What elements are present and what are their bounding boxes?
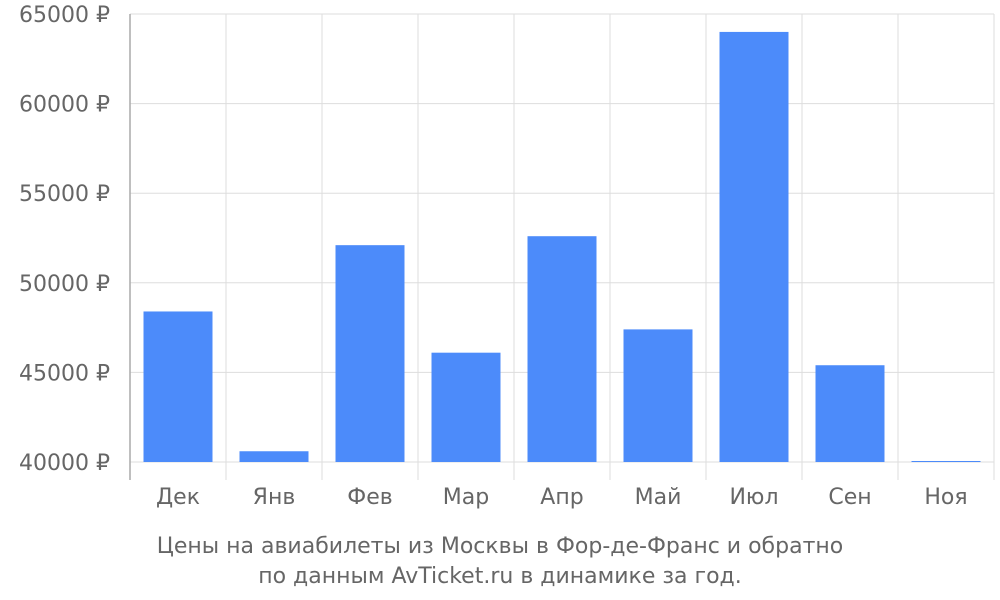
bar-Дек: [143, 311, 213, 462]
y-axis-tick-labels: 40000 ₽ 45000 ₽ 50000 ₽ 55000 ₽ 60000 ₽ 65000…: [19, 3, 110, 476]
chart-caption-line-2: по данным AvTicket.ru в динамике за год.: [258, 564, 742, 589]
x-tick-label: Апр: [540, 485, 583, 510]
bars: [143, 31, 981, 462]
x-tick-label: Май: [635, 485, 682, 510]
x-tick-label: Янв: [253, 485, 296, 510]
x-axis-tick-labels: Дек Янв Фев Мар Апр Май Июл Сен Ноя: [156, 485, 968, 510]
bar-Сен: [815, 365, 885, 462]
grid-lines: [129, 13, 995, 480]
x-tick-label: Мар: [443, 485, 489, 510]
x-tick-label: Фев: [347, 485, 392, 510]
bar-Янв: [239, 451, 309, 462]
chart-caption-line-1: Цены на авиабилеты из Москвы в Фор-де-Фр…: [156, 534, 844, 559]
bar-Фев: [335, 245, 405, 462]
y-tick-label: 55000 ₽: [19, 182, 110, 207]
bar-Апр: [527, 236, 597, 462]
x-tick-label: Дек: [156, 485, 200, 510]
x-tick-label: Июл: [729, 485, 778, 510]
y-tick-label: 65000 ₽: [19, 3, 110, 28]
bar-Июл: [719, 31, 789, 462]
bar-Май: [623, 329, 693, 462]
x-tick-label: Сен: [828, 485, 871, 510]
x-tick-label: Ноя: [924, 485, 967, 510]
bar-Мар: [431, 352, 501, 462]
y-tick-label: 50000 ₽: [19, 272, 110, 297]
bar-Ноя: [911, 461, 981, 462]
y-tick-label: 60000 ₽: [19, 93, 110, 118]
y-tick-label: 40000 ₽: [19, 451, 110, 476]
y-tick-label: 45000 ₽: [19, 361, 110, 386]
